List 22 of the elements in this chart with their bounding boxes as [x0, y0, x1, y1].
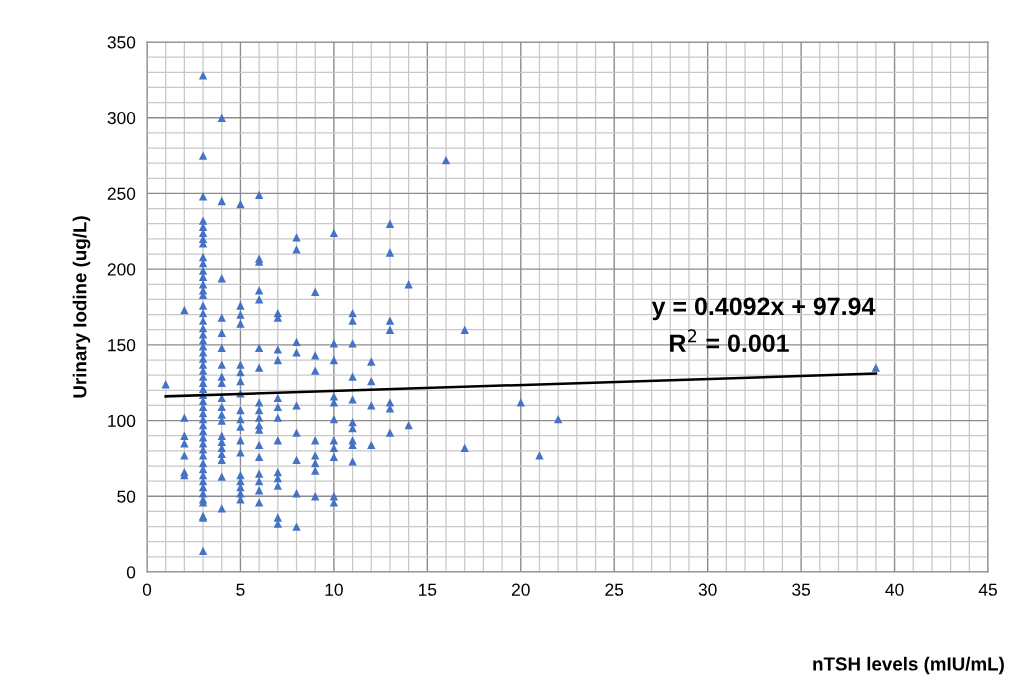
- x-tick-label: 30: [698, 583, 717, 596]
- x-tick-label: 15: [419, 583, 437, 596]
- annotation: R$^{2}$ = 0.001: [670, 329, 789, 353]
- y-tick-label: 350: [107, 36, 136, 49]
- y-axis-title: Urinary Iodine (ug/L): [72, 216, 91, 398]
- y-tick-label: 250: [107, 187, 136, 200]
- y-tick-label: 0: [126, 566, 136, 579]
- x-tick-label: 0: [142, 583, 152, 596]
- x-tick-label: 10: [325, 583, 343, 596]
- x-tick-label: 25: [605, 583, 624, 596]
- x-tick-label: 45: [978, 583, 997, 596]
- y-tick-label: 300: [107, 111, 136, 125]
- y-tick-label: 100: [108, 414, 136, 428]
- x-axis-title: nTSH levels (mIU/mL): [813, 656, 1004, 675]
- y-tick-label: 150: [108, 339, 136, 352]
- y-tick-label: 200: [107, 263, 136, 276]
- x-tick-label: 35: [792, 583, 811, 596]
- x-tick-label: 5: [236, 583, 245, 596]
- x-tick-label: 40: [885, 583, 904, 596]
- y-tick-label: 50: [117, 490, 136, 503]
- annotation: y = 0.4092x + 97.94: [651, 297, 876, 321]
- x-tick-label: 20: [512, 583, 530, 596]
